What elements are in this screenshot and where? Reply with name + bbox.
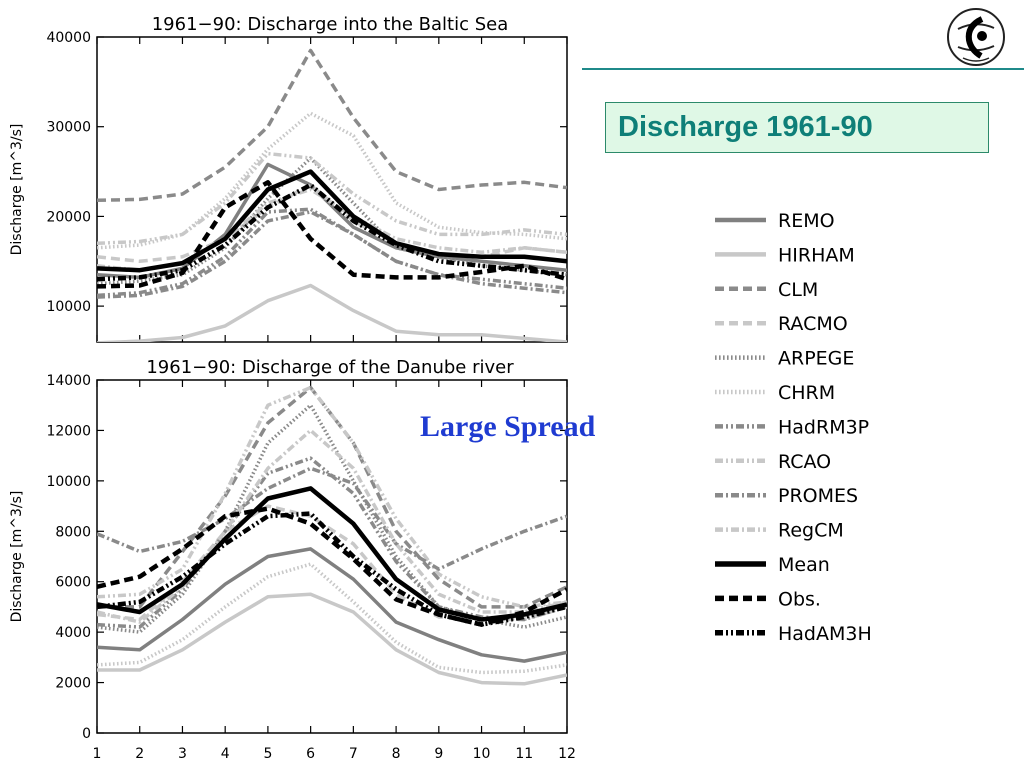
legend-item-mean: Mean <box>715 554 830 576</box>
legend-label: ARPEGE <box>778 348 854 370</box>
x-tick-label: 6 <box>306 746 315 762</box>
legend-item-racmo: RACMO <box>715 313 848 335</box>
chart-title: 1961−90: Discharge of the Danube river <box>146 357 514 378</box>
y-tick-label: 12000 <box>46 423 91 439</box>
institute-logo-icon <box>945 6 1007 68</box>
charts-area: 1961−90: Discharge into the Baltic Sea Di… <box>9 14 576 762</box>
legend-item-remo: REMO <box>715 210 835 232</box>
chart-title: 1961−90: Discharge into the Baltic Sea <box>152 14 509 35</box>
y-tick-label: 10000 <box>46 474 91 490</box>
y-tick-label: 2000 <box>55 676 91 692</box>
plot-frame <box>96 379 568 734</box>
y-axis-label: Discharge [m^3/s] <box>9 124 25 256</box>
x-tick-label: 4 <box>221 746 230 762</box>
legend-item-clm: CLM <box>715 279 818 301</box>
x-tick-label: 9 <box>434 746 443 762</box>
legend-item-obs: Obs. <box>715 588 821 610</box>
series-line-hirham <box>97 283 567 342</box>
series-line-chrm <box>97 562 567 675</box>
series-line-regcm <box>97 428 567 624</box>
series-line-promes <box>97 210 567 299</box>
series-line-rcao <box>97 151 567 246</box>
x-tick-label: 1 <box>93 746 102 762</box>
legend-item-hadrm3p: HadRM3P <box>715 416 869 438</box>
legend-label: CLM <box>778 279 818 301</box>
y-tick-label: 8000 <box>55 524 91 540</box>
series-line-rcao <box>97 385 567 609</box>
legend-label: RACMO <box>778 313 848 335</box>
y-tick-label: 20000 <box>46 209 91 225</box>
y-tick-label: 4000 <box>55 625 91 641</box>
y-tick-label: 14000 <box>46 373 91 389</box>
slide-title: Discharge 1961-90 <box>618 111 873 143</box>
x-tick-label: 11 <box>515 746 533 762</box>
legend-label: HadAM3H <box>778 623 872 645</box>
y-tick-label: 30000 <box>46 120 91 136</box>
series-line-clm <box>97 48 567 203</box>
chart-legend: REMO HIRHAM CLM RACMO ARPEGE CHRM HadRM3P RCAO P… <box>715 210 872 645</box>
series-line-obs <box>97 180 567 289</box>
legend-label: RegCM <box>778 520 844 542</box>
legend-label: REMO <box>778 210 835 232</box>
series-line-racmo <box>97 183 567 264</box>
legend-item-regcm: RegCM <box>715 520 844 542</box>
annotation-label: Large Spread <box>420 410 596 443</box>
y-tick-label: 6000 <box>55 575 91 591</box>
series-line-promes <box>97 466 567 571</box>
legend-item-chrm: CHRM <box>715 382 835 404</box>
x-tick-label: 10 <box>473 746 491 762</box>
legend-label: HIRHAM <box>778 244 855 266</box>
legend-label: Obs. <box>778 588 821 610</box>
series-line-obs <box>97 506 567 627</box>
legend-label: HadRM3P <box>778 416 869 438</box>
x-tick-label: 7 <box>349 746 358 762</box>
y-tick-label: 10000 <box>46 299 91 315</box>
x-tick-label: 5 <box>263 746 272 762</box>
series-line-chrm <box>97 111 567 250</box>
y-tick-label: 0 <box>82 726 91 742</box>
plot-frame <box>96 36 568 343</box>
legend-label: RCAO <box>778 451 831 473</box>
legend-label: PROMES <box>778 485 858 507</box>
series-line-hadrm3p <box>97 207 567 298</box>
series-line-mean <box>97 486 567 622</box>
legend-label: CHRM <box>778 382 835 404</box>
series-line-hadam3h <box>97 182 567 282</box>
legend-item-arpege: ARPEGE <box>715 348 854 370</box>
header-divider <box>582 68 1024 70</box>
legend-label: Mean <box>778 554 830 576</box>
chart-1: 1961−90: Discharge into the Baltic Sea Di… <box>9 14 568 343</box>
series-line-hirham <box>97 592 567 686</box>
legend-item-promes: PROMES <box>715 485 858 507</box>
legend-item-rcao: RCAO <box>715 451 831 473</box>
x-tick-label: 3 <box>178 746 187 762</box>
legend-item-hirham: HIRHAM <box>715 244 855 266</box>
y-tick-label: 40000 <box>46 30 91 46</box>
x-tick-label: 2 <box>135 746 144 762</box>
series-line-remo <box>97 547 567 663</box>
series-line-hadam3h <box>97 511 567 627</box>
y-axis-label: Discharge [m^3/s] <box>9 491 25 623</box>
series-line-mean <box>97 169 567 273</box>
x-tick-label: 12 <box>558 746 576 762</box>
x-tick-label: 8 <box>392 746 401 762</box>
chart-2: 1961−90: Discharge of the Danube river Di… <box>9 357 576 762</box>
slide-title-box: Discharge 1961-90 <box>605 102 989 153</box>
legend-item-hadam3h: HadAM3H <box>715 623 872 645</box>
